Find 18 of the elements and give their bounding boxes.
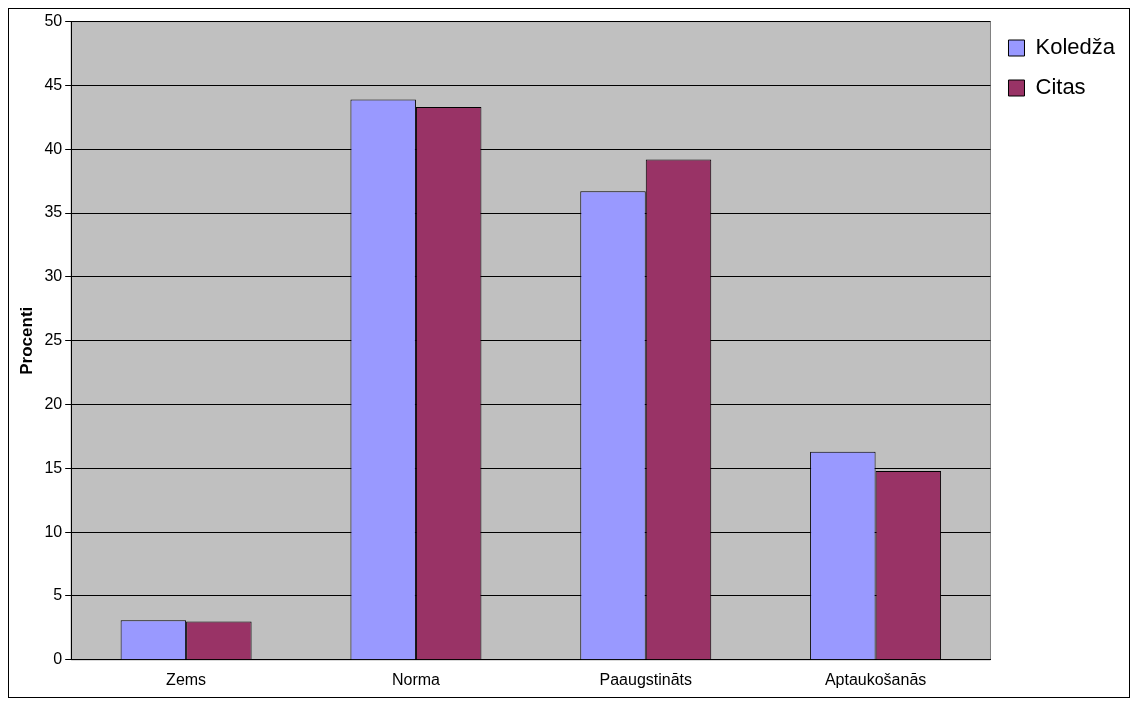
y-tick-label: 15 <box>44 458 63 476</box>
y-tick-label: 0 <box>53 650 63 668</box>
x-tick-label: Aptaukošanās <box>824 670 927 688</box>
y-tick-label: 25 <box>44 331 63 349</box>
y-tick-label: 5 <box>53 586 63 604</box>
x-tick-label: Paaugstināts <box>599 670 693 688</box>
y-tick-label: 50 <box>44 12 63 30</box>
legend-label: Koledža <box>1035 34 1116 60</box>
y-tick-label: 20 <box>44 394 63 412</box>
y-tick-label: 35 <box>44 203 63 221</box>
x-tick-label: Zems <box>166 670 207 688</box>
x-tick-label: Norma <box>391 670 441 688</box>
y-tick-label: 45 <box>44 75 63 93</box>
legend-label: Citas <box>1035 74 1086 100</box>
y-tick-label: 30 <box>44 267 63 285</box>
y-tick-label: 40 <box>44 139 63 157</box>
y-tick-label: 10 <box>44 522 63 540</box>
y-axis-title: Procenti <box>16 306 36 375</box>
